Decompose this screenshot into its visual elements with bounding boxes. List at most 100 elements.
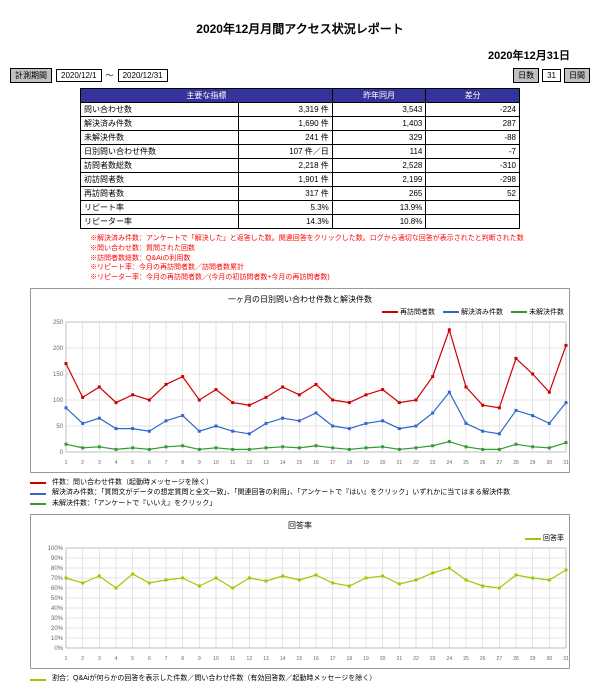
chart2-legend: 回答率 (36, 533, 564, 543)
svg-text:7: 7 (165, 656, 168, 662)
svg-text:3: 3 (98, 656, 101, 662)
svg-text:12: 12 (247, 460, 253, 466)
svg-text:1: 1 (65, 460, 68, 466)
svg-text:29: 29 (530, 460, 536, 466)
svg-text:27: 27 (497, 656, 503, 662)
svg-text:14: 14 (280, 656, 286, 662)
svg-text:9: 9 (198, 656, 201, 662)
report-date: 2020年12月31日 (30, 47, 570, 63)
svg-text:25: 25 (463, 656, 469, 662)
svg-text:23: 23 (430, 656, 436, 662)
svg-text:31: 31 (563, 460, 569, 466)
table-row-py: 10.8% (332, 215, 426, 229)
svg-text:13: 13 (263, 656, 269, 662)
svg-text:60%: 60% (51, 586, 64, 592)
svg-text:13: 13 (263, 460, 269, 466)
svg-text:21: 21 (397, 656, 403, 662)
svg-text:50: 50 (56, 424, 63, 430)
svg-text:30: 30 (547, 460, 553, 466)
period-from: 2020/12/1 (56, 69, 102, 82)
svg-text:21: 21 (397, 460, 403, 466)
table-row-py: 13.9% (332, 201, 426, 215)
table-row-label: 初訪問者数 (81, 173, 239, 187)
svg-text:23: 23 (430, 460, 436, 466)
svg-text:100: 100 (53, 398, 64, 404)
period-to: 2020/12/31 (118, 69, 168, 82)
svg-text:28: 28 (513, 656, 519, 662)
report-title: 2020年12月月間アクセス状況レポート (10, 20, 590, 37)
table-row-py: 2,528 (332, 159, 426, 173)
svg-text:4: 4 (115, 656, 118, 662)
svg-text:90%: 90% (51, 556, 64, 562)
svg-text:17: 17 (330, 460, 336, 466)
svg-text:10: 10 (213, 460, 219, 466)
svg-text:200: 200 (53, 346, 64, 352)
svg-text:50%: 50% (51, 596, 64, 602)
table-row-value: 107 件／日 (239, 145, 333, 159)
svg-text:28: 28 (513, 460, 519, 466)
svg-text:3: 3 (98, 460, 101, 466)
period-sep: ～ (106, 70, 114, 81)
table-row-label: 日別問い合わせ件数 (81, 145, 239, 159)
svg-text:19: 19 (363, 460, 369, 466)
chart2-container: 回答率 回答率 0%10%20%30%40%50%60%70%80%90%100… (30, 514, 570, 669)
svg-text:10: 10 (213, 656, 219, 662)
table-row-label: 再訪問者数 (81, 187, 239, 201)
svg-text:30: 30 (547, 656, 553, 662)
svg-text:19: 19 (363, 656, 369, 662)
svg-text:6: 6 (148, 460, 151, 466)
table-row-diff: -298 (426, 173, 520, 187)
svg-text:24: 24 (447, 656, 453, 662)
svg-text:22: 22 (413, 460, 419, 466)
table-row-value: 2,218 件 (239, 159, 333, 173)
table-row-label: 未解決件数 (81, 131, 239, 145)
table-notes: ※解決済み件数：アンケートで「解決した」と返答した数。関連回答をクリックした数。… (90, 234, 590, 283)
table-row-label: 解決済み件数 (81, 117, 239, 131)
svg-text:2: 2 (81, 656, 84, 662)
svg-text:30%: 30% (51, 616, 64, 622)
svg-text:31: 31 (563, 656, 569, 662)
days-label: 日数 (513, 68, 539, 83)
chart1-container: 一ヶ月の日別問い合わせ件数と解決件数 再訪問者数解決済み件数未解決件数 0501… (30, 288, 570, 473)
svg-text:10%: 10% (51, 636, 64, 642)
table-row-diff: -88 (426, 131, 520, 145)
table-row-diff (426, 201, 520, 215)
table-row-py: 3,543 (332, 103, 426, 117)
svg-text:15: 15 (297, 656, 303, 662)
svg-text:8: 8 (181, 656, 184, 662)
days-value: 31 (542, 69, 561, 82)
table-row-label: 問い合わせ数 (81, 103, 239, 117)
table-row-value: 5.3% (239, 201, 333, 215)
svg-text:11: 11 (230, 656, 235, 662)
svg-text:20: 20 (380, 656, 386, 662)
table-row-diff: -7 (426, 145, 520, 159)
days-unit: 日間 (564, 68, 590, 83)
svg-text:5: 5 (131, 656, 134, 662)
table-row-value: 3,319 件 (239, 103, 333, 117)
svg-text:16: 16 (313, 460, 319, 466)
svg-text:20%: 20% (51, 626, 64, 632)
svg-text:40%: 40% (51, 606, 64, 612)
chart1-legend: 再訪問者数解決済み件数未解決件数 (36, 307, 564, 317)
period-row: 計測期間 2020/12/1 ～ 2020/12/31 日数 31 日間 (10, 68, 590, 83)
table-row-diff: -224 (426, 103, 520, 117)
metrics-table: 主要な指標昨年同月差分 問い合わせ数3,319 件3,543-224解決済み件数… (80, 88, 520, 229)
svg-text:24: 24 (447, 460, 453, 466)
svg-text:12: 12 (247, 656, 253, 662)
table-row-value: 1,901 件 (239, 173, 333, 187)
chart2: 0%10%20%30%40%50%60%70%80%90%100%1234567… (36, 543, 576, 663)
table-row-py: 2,199 (332, 173, 426, 187)
period-label: 計測期間 (10, 68, 52, 83)
svg-text:250: 250 (53, 320, 64, 326)
svg-text:11: 11 (230, 460, 235, 466)
svg-text:6: 6 (148, 656, 151, 662)
table-row-diff: -310 (426, 159, 520, 173)
svg-text:9: 9 (198, 460, 201, 466)
table-row-label: 訪問者数総数 (81, 159, 239, 173)
svg-text:18: 18 (347, 656, 353, 662)
table-row-py: 265 (332, 187, 426, 201)
chart1: 0501001502002501234567891011121314151617… (36, 317, 576, 467)
svg-text:27: 27 (497, 460, 503, 466)
table-row-value: 1,690 件 (239, 117, 333, 131)
svg-text:15: 15 (297, 460, 303, 466)
